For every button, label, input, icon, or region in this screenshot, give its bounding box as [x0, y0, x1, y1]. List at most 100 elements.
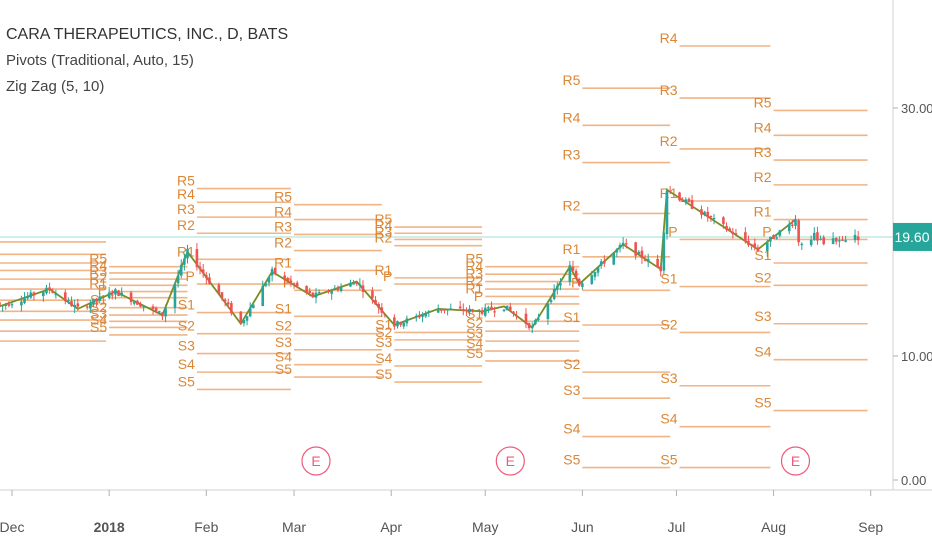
candle-up — [29, 292, 33, 298]
candle-up — [819, 238, 822, 240]
candle-down — [700, 209, 703, 215]
candle-down — [201, 269, 205, 274]
pivot-label-p: P — [98, 282, 107, 298]
pivot-label-r1: R1 — [89, 276, 107, 292]
earnings-marker[interactable] — [495, 446, 525, 476]
candle-up — [267, 276, 271, 283]
pivot-label-s1: S1 — [275, 300, 292, 316]
pivot-label-r3: R3 — [274, 218, 292, 234]
pivots-indicator-label[interactable]: Pivots (Traditional, Auto, 15) — [6, 52, 194, 69]
pivot-label-r4: R4 — [177, 186, 195, 202]
candle-up — [765, 242, 769, 251]
candle-down — [753, 243, 757, 248]
time-tick-label: Jul — [667, 519, 685, 535]
pivot-label-s3: S3 — [660, 370, 677, 386]
earnings-marker-label[interactable]: E — [311, 453, 320, 469]
time-tick-label: Apr — [380, 519, 402, 535]
candle-up — [853, 234, 857, 241]
pivot-label-s3: S3 — [375, 334, 392, 350]
candle-down — [154, 308, 158, 312]
zigzag-indicator-label[interactable]: Zig Zag (5, 10) — [6, 78, 105, 95]
candle-down — [709, 215, 713, 218]
pivot-label-s5: S5 — [90, 319, 107, 335]
candle-down — [690, 200, 694, 209]
candle-up — [1, 305, 4, 307]
candle-up — [505, 305, 509, 311]
candle-up — [800, 243, 804, 246]
time-tick-label: 2018 — [94, 519, 125, 535]
candle-up — [568, 265, 572, 282]
pivot-label-s2: S2 — [275, 318, 292, 334]
candle-down — [220, 292, 224, 299]
pivot-label-p: P — [571, 274, 580, 290]
symbol-title: CARA THERAPEUTICS, INC., D, BATS — [6, 26, 289, 43]
candle-down — [603, 260, 606, 264]
pivot-label-r5: R5 — [465, 251, 483, 267]
candle-down — [383, 314, 387, 316]
candle-down — [418, 316, 421, 318]
candle-down — [308, 291, 312, 294]
candle-down — [161, 312, 164, 317]
time-tick-label: Jun — [571, 519, 594, 535]
pivot-label-r2: R2 — [660, 133, 678, 149]
candle-up — [684, 199, 688, 203]
candle-down — [393, 317, 396, 327]
candle-down — [577, 279, 581, 286]
pivot-label-s5: S5 — [660, 452, 677, 468]
pivot-label-s1: S1 — [660, 271, 677, 287]
candle-down — [856, 236, 860, 241]
candle-down — [440, 309, 443, 311]
pivot-label-r3: R3 — [177, 201, 195, 217]
candle-down — [63, 292, 67, 302]
candle-up — [414, 315, 418, 318]
candle-up — [270, 268, 274, 276]
pivot-label-s2: S2 — [178, 318, 195, 334]
candle-down — [217, 284, 221, 294]
candle-down — [747, 240, 750, 246]
time-tick-label: May — [472, 519, 498, 535]
candle-up — [559, 283, 562, 286]
pivot-label-s4: S4 — [563, 421, 580, 437]
candle-down — [51, 291, 55, 293]
candle-down — [361, 285, 365, 292]
pivot-label-s5: S5 — [178, 373, 195, 389]
candle-down — [728, 228, 731, 231]
pivot-label-r4: R4 — [89, 257, 107, 273]
pivot-label-r4: R4 — [754, 119, 772, 135]
candle-down — [791, 224, 794, 226]
candle-down — [574, 270, 578, 279]
earnings-marker-label[interactable]: E — [791, 453, 800, 469]
candle-up — [662, 232, 666, 271]
candle-up — [599, 261, 603, 266]
earnings-marker-label[interactable]: E — [506, 453, 515, 469]
candle-down — [634, 242, 637, 256]
candle-up — [120, 292, 123, 296]
pivot-label-r5: R5 — [374, 211, 392, 227]
time-tick-label: Mar — [282, 519, 306, 535]
candle-up — [23, 298, 26, 304]
candle-down — [355, 282, 359, 285]
candle-down — [195, 249, 199, 268]
earnings-marker[interactable] — [780, 446, 811, 476]
candle-down — [659, 266, 663, 272]
candle-up — [358, 284, 362, 286]
candle-up — [483, 307, 487, 316]
candle-down — [750, 244, 753, 246]
earnings-marker[interactable] — [301, 446, 331, 476]
candle-down — [377, 303, 380, 308]
candle-down — [76, 303, 80, 307]
candle-up — [405, 318, 409, 324]
pivot-label-s2: S2 — [754, 269, 771, 285]
candle-down — [744, 232, 747, 242]
candle-down — [32, 292, 36, 296]
pivot-label-r5: R5 — [562, 72, 580, 88]
candle-up — [330, 291, 333, 294]
candle-up — [646, 258, 650, 263]
pivot-label-s5: S5 — [275, 361, 292, 377]
candle-down — [524, 313, 528, 325]
candle-down — [0, 302, 1, 307]
candle-up — [26, 296, 29, 299]
pivot-label-s3: S3 — [275, 334, 292, 350]
